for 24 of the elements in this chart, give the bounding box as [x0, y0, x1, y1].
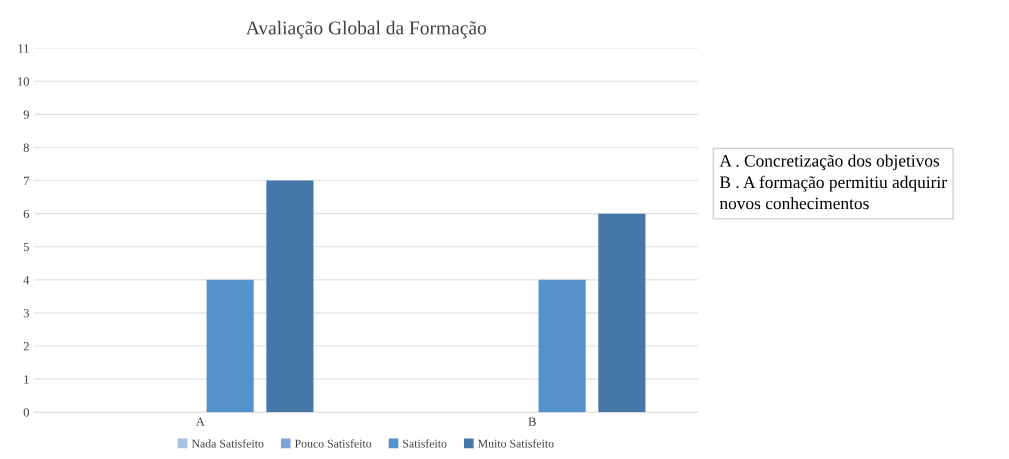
legend-label: Satisfeito: [403, 439, 447, 448]
y-tick-label: 1: [24, 375, 29, 384]
text: A . Concretização dos objetivos B . A formação permitiu adquirir novos conhecimentos: [719, 154, 947, 210]
y-tick-label: 0: [23, 408, 29, 417]
legend-label: Muito Satisfeito: [477, 439, 554, 448]
y-tick-label: 10: [18, 77, 29, 86]
bar: [266, 180, 314, 413]
y-tick-label: 2: [23, 342, 29, 351]
y-tick-label: 4: [23, 275, 30, 285]
y-tick-label: 5: [23, 242, 29, 252]
x-tick-label: A: [195, 417, 205, 426]
y-tick-label: 3: [23, 308, 29, 318]
y-tick-label: 7: [24, 176, 30, 185]
y-tick-label: 6: [23, 209, 30, 219]
y-tick-label: 11: [18, 44, 29, 53]
bar: [538, 279, 586, 413]
y-tick-label: 8: [23, 143, 29, 152]
y-tick-label: 9: [23, 110, 29, 119]
x-tick-label: B: [528, 417, 536, 426]
chart-title: Avaliação Global da Formação: [245, 20, 487, 39]
legend-label: Nada Satisfeito: [191, 439, 264, 448]
legend-label: Pouco Satisfeito: [294, 439, 372, 448]
bar: [598, 213, 646, 413]
bar: [206, 279, 254, 413]
